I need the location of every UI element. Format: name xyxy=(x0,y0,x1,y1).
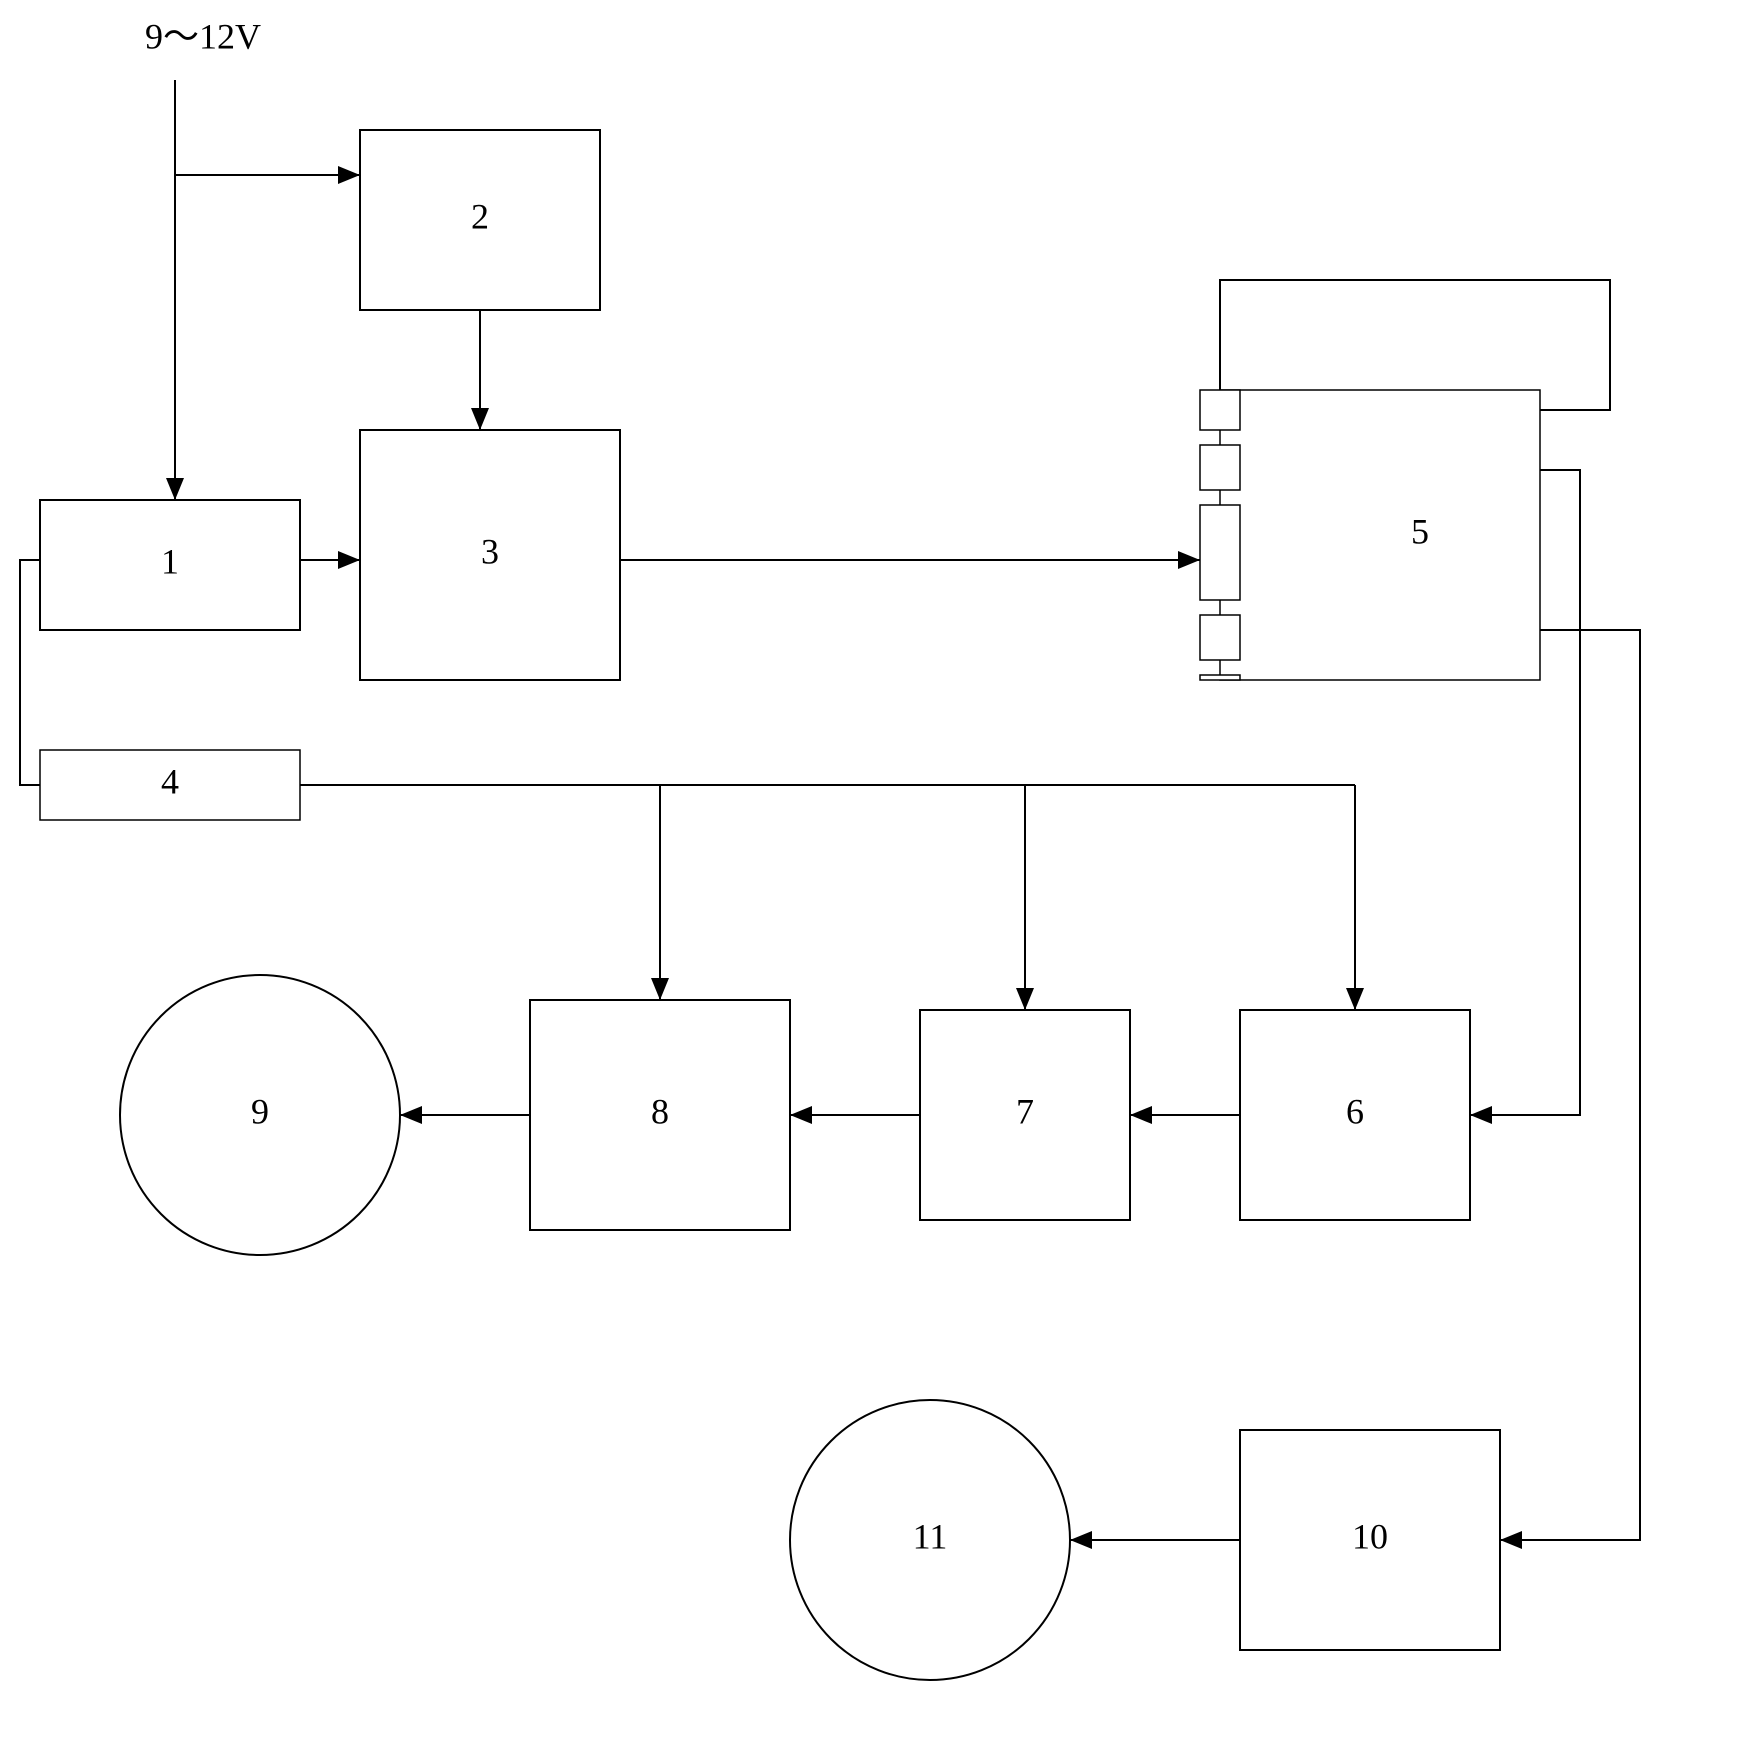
node-n8-label: 8 xyxy=(651,1091,669,1131)
node-n7-label: 7 xyxy=(1016,1091,1034,1131)
node-n8: 8 xyxy=(530,1000,790,1230)
node-n10-label: 10 xyxy=(1352,1516,1388,1556)
edge-n1-n4 xyxy=(20,560,40,785)
node-n9-label: 9 xyxy=(251,1091,269,1131)
node-n5: 5 xyxy=(1200,390,1540,680)
node-n6: 6 xyxy=(1240,1010,1470,1220)
edge-n5-n10_feed xyxy=(1500,630,1640,1540)
node-n9: 9 xyxy=(120,975,400,1255)
input-voltage-label: 9～12V xyxy=(145,16,261,56)
node-n2-label: 2 xyxy=(471,196,489,236)
node-n4: 4 xyxy=(40,750,300,820)
node-n3: 3 xyxy=(360,430,620,680)
node-n3-label: 3 xyxy=(481,531,499,571)
node-n7: 7 xyxy=(920,1010,1130,1220)
node-n2: 2 xyxy=(360,130,600,310)
node-n10: 10 xyxy=(1240,1430,1500,1650)
node-n11: 11 xyxy=(790,1400,1070,1680)
node-n11-label: 11 xyxy=(913,1516,948,1556)
edge-n5-n6_feed xyxy=(1470,470,1580,1115)
node-n1-label: 1 xyxy=(161,541,179,581)
node-n6-label: 6 xyxy=(1346,1091,1364,1131)
node-n4-label: 4 xyxy=(161,761,179,801)
node-n5-label: 5 xyxy=(1411,511,1429,551)
node-n1: 1 xyxy=(40,500,300,630)
